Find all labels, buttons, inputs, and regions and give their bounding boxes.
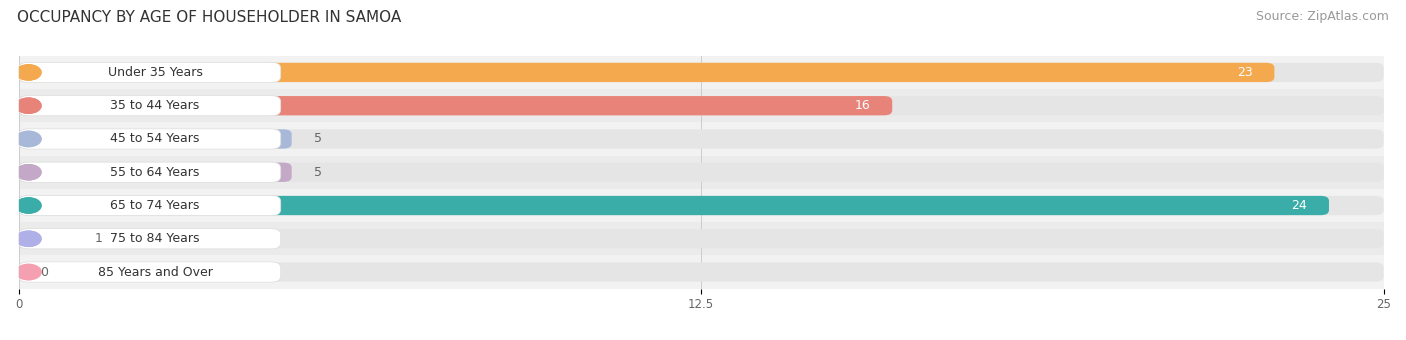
Bar: [18, 56, 1384, 89]
Bar: [18, 156, 1384, 189]
Text: 24: 24: [1291, 199, 1308, 212]
FancyBboxPatch shape: [18, 262, 1384, 282]
FancyBboxPatch shape: [18, 63, 1384, 82]
Circle shape: [15, 231, 41, 246]
FancyBboxPatch shape: [18, 96, 281, 116]
Text: OCCUPANCY BY AGE OF HOUSEHOLDER IN SAMOA: OCCUPANCY BY AGE OF HOUSEHOLDER IN SAMOA: [17, 10, 401, 25]
FancyBboxPatch shape: [18, 129, 281, 149]
Circle shape: [15, 265, 41, 279]
Text: 75 to 84 Years: 75 to 84 Years: [110, 232, 200, 245]
Text: Source: ZipAtlas.com: Source: ZipAtlas.com: [1256, 10, 1389, 23]
FancyBboxPatch shape: [18, 162, 281, 182]
Circle shape: [15, 98, 41, 113]
Circle shape: [15, 198, 41, 213]
Circle shape: [15, 65, 41, 80]
Text: 55 to 64 Years: 55 to 64 Years: [110, 166, 200, 179]
Text: 85 Years and Over: 85 Years and Over: [97, 266, 212, 278]
Circle shape: [15, 165, 41, 180]
Text: 45 to 54 Years: 45 to 54 Years: [110, 133, 200, 146]
Bar: [18, 189, 1384, 222]
FancyBboxPatch shape: [18, 196, 1384, 215]
Bar: [18, 89, 1384, 122]
FancyBboxPatch shape: [18, 229, 73, 249]
Text: 23: 23: [1237, 66, 1253, 79]
FancyBboxPatch shape: [18, 63, 1274, 82]
Bar: [18, 122, 1384, 156]
Circle shape: [15, 131, 41, 147]
Circle shape: [15, 231, 41, 246]
FancyBboxPatch shape: [18, 163, 291, 182]
Bar: [18, 255, 1384, 289]
FancyBboxPatch shape: [18, 62, 281, 83]
FancyBboxPatch shape: [18, 129, 1384, 149]
Circle shape: [15, 65, 41, 80]
FancyBboxPatch shape: [18, 96, 893, 115]
Bar: [18, 222, 1384, 255]
Text: Under 35 Years: Under 35 Years: [107, 66, 202, 79]
Circle shape: [15, 265, 41, 279]
Text: 5: 5: [314, 133, 322, 146]
Text: 1: 1: [96, 232, 103, 245]
FancyBboxPatch shape: [18, 196, 1329, 215]
FancyBboxPatch shape: [18, 262, 281, 282]
Circle shape: [15, 98, 41, 113]
Text: 0: 0: [41, 266, 49, 278]
Text: 5: 5: [314, 166, 322, 179]
FancyBboxPatch shape: [18, 96, 1384, 115]
FancyBboxPatch shape: [18, 229, 1384, 249]
FancyBboxPatch shape: [18, 129, 291, 149]
Circle shape: [15, 165, 41, 180]
Circle shape: [15, 198, 41, 213]
FancyBboxPatch shape: [18, 195, 281, 216]
FancyBboxPatch shape: [18, 163, 1384, 182]
Circle shape: [15, 131, 41, 147]
FancyBboxPatch shape: [18, 228, 281, 249]
Text: 35 to 44 Years: 35 to 44 Years: [110, 99, 200, 112]
Text: 65 to 74 Years: 65 to 74 Years: [110, 199, 200, 212]
Text: 16: 16: [855, 99, 870, 112]
